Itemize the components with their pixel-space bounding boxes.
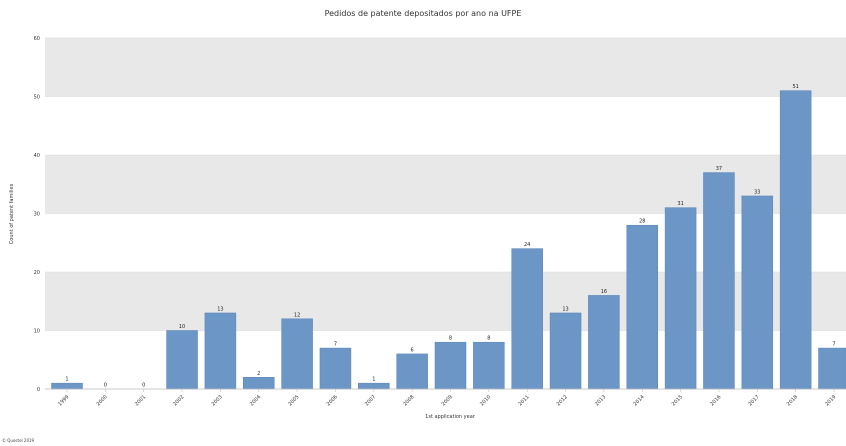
x-tick-label-2010: 2010	[479, 394, 492, 407]
x-tick-label-2004: 2004	[249, 394, 262, 407]
y-axis-label: Count of patent families	[9, 183, 15, 244]
y-tick-label: 10	[34, 329, 40, 335]
bar-2010	[473, 341, 505, 390]
bar-2018	[779, 90, 812, 390]
footer-copyright: © Questel 2019	[2, 438, 35, 443]
value-label-2011: 24	[524, 242, 530, 248]
bar-2013	[588, 295, 620, 390]
grid-band	[45, 96, 846, 155]
bar-2006	[319, 347, 352, 390]
value-label-2019: 7	[832, 342, 835, 348]
value-label-2006: 7	[334, 342, 337, 348]
x-tick-label-2011: 2011	[517, 394, 530, 407]
bar-2015	[664, 207, 697, 390]
x-axis-label: 1st application year	[425, 414, 476, 420]
x-tick-label-2002: 2002	[172, 394, 185, 407]
bar-2002	[166, 330, 198, 390]
x-tick-label-2003: 2003	[211, 394, 224, 407]
bars	[51, 90, 846, 390]
value-label-2003: 13	[217, 306, 223, 312]
x-tick-label-2009: 2009	[441, 394, 454, 407]
bar-2008	[396, 353, 428, 390]
y-tick-label: 0	[37, 387, 40, 393]
bar-2005	[281, 318, 313, 390]
value-label-2008: 6	[411, 347, 414, 353]
value-label-2009: 8	[449, 336, 452, 342]
x-tick-label-2019: 2019	[824, 394, 837, 407]
bar-2011	[511, 248, 543, 390]
y-tick-label: 20	[34, 270, 40, 276]
value-label-2014: 28	[639, 219, 645, 225]
chart-title: Pedidos de patente depositados por ano n…	[325, 9, 522, 18]
grid-band	[45, 38, 846, 97]
x-tick-label-2000: 2000	[96, 394, 109, 407]
value-label-2002: 10	[179, 324, 185, 330]
y-tick-label: 60	[34, 36, 40, 42]
bar-2014	[626, 224, 658, 390]
bar-2017	[741, 195, 774, 390]
x-tick-label-2008: 2008	[402, 394, 415, 407]
x-tick-label-2014: 2014	[632, 394, 645, 407]
value-label-2001: 0	[142, 383, 145, 389]
value-label-2016: 37	[716, 166, 722, 172]
value-label-2005: 12	[294, 312, 300, 318]
x-tick-label-2013: 2013	[594, 394, 607, 407]
bar-2009	[434, 341, 467, 390]
value-label-2018: 51	[792, 84, 798, 90]
value-label-2007: 1	[372, 377, 375, 383]
value-label-2010: 8	[487, 336, 490, 342]
bar-2004	[243, 377, 275, 390]
bar-2007	[358, 382, 390, 390]
x-tick-label-2015: 2015	[671, 394, 684, 407]
value-label-1999: 1	[65, 377, 68, 383]
y-tick-label: 40	[34, 153, 40, 159]
y-tick-label: 30	[34, 212, 40, 218]
x-tick-label-2012: 2012	[556, 394, 569, 407]
x-tick-label-2018: 2018	[786, 394, 799, 407]
y-tick-label: 50	[34, 95, 40, 101]
value-label-2015: 31	[677, 201, 683, 207]
x-tick-label-1999: 1999	[57, 394, 70, 407]
value-label-2004: 2	[257, 371, 260, 377]
x-tick-label-2016: 2016	[709, 394, 722, 407]
value-label-2012: 13	[562, 306, 568, 312]
x-tick-label-2001: 2001	[134, 394, 147, 407]
value-label-2013: 16	[601, 289, 607, 295]
x-tick-label-2006: 2006	[326, 394, 339, 407]
bar-1999	[51, 382, 83, 390]
bar-2003	[204, 312, 237, 390]
bar-2016	[703, 172, 735, 390]
value-label-2000: 0	[104, 383, 107, 389]
x-axis-ticks: 1999 2000 2001 2002 2003 2004 2005 2006 2007 2008…	[57, 389, 837, 407]
x-tick-label-2005: 2005	[287, 394, 300, 407]
y-axis-ticks: 0 10 20 30 40 50 60	[34, 36, 40, 393]
bar-2019	[818, 347, 846, 390]
x-tick-label-2007: 2007	[364, 394, 377, 407]
value-label-2017: 33	[754, 189, 760, 195]
bar-2012	[549, 312, 582, 390]
x-tick-label-2017: 2017	[747, 394, 760, 407]
